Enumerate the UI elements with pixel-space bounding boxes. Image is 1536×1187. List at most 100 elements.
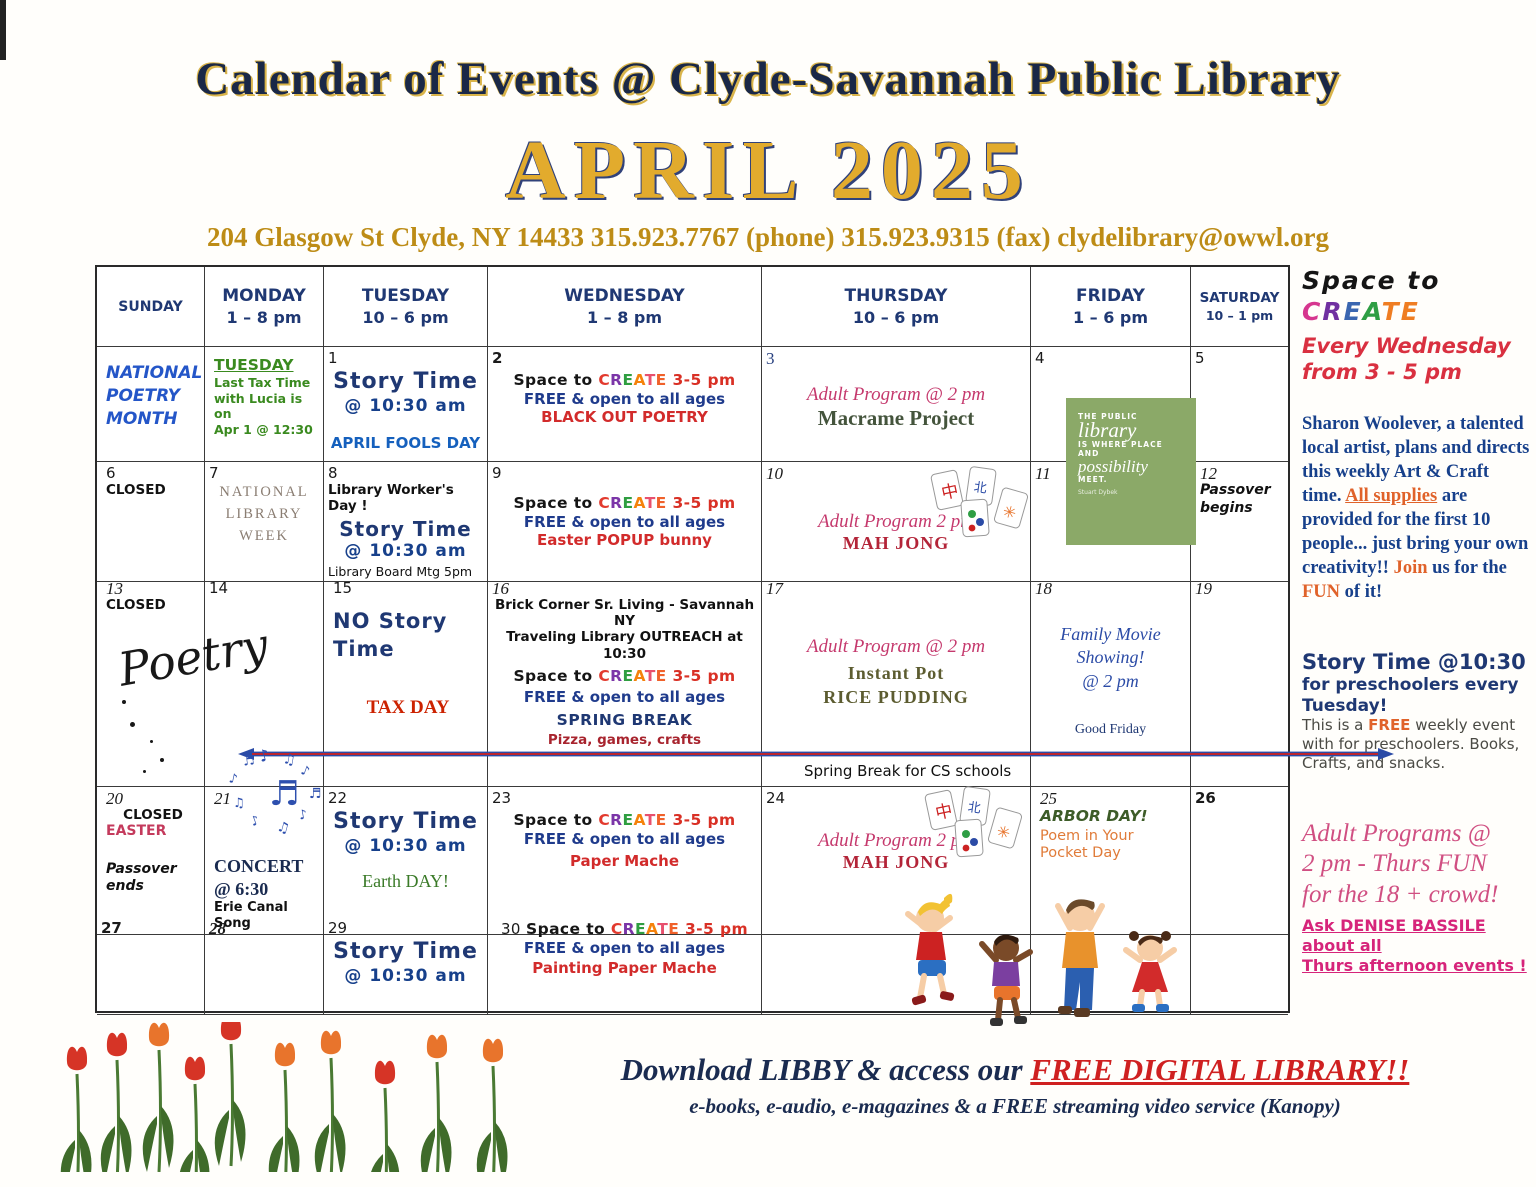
digital-services-line: e-books, e-audio, e-magazines & a FREE s… (689, 1094, 1341, 1118)
day-hours: 10 – 6 pm (362, 308, 449, 327)
text-segment: SPRING BREAK (556, 710, 693, 729)
text-segment: C (598, 666, 611, 685)
svg-text:✳: ✳ (994, 821, 1012, 843)
ink-splatter (150, 740, 153, 743)
event-line: FREE & open to all ages (492, 830, 757, 848)
event-line: 30 Space to CREATE 3-5 pm (492, 920, 757, 939)
calendar-cell (1191, 917, 1288, 1015)
spring-break-arrow (238, 748, 1394, 760)
music-note-glyph: ♬ (242, 753, 256, 770)
text-segment: Painting Paper Mache (532, 959, 717, 978)
event-line: with Lucia is on (214, 391, 319, 422)
text-segment: E (655, 494, 667, 512)
calendar-cell-10: 10 Adult Program 2 pm MAH JONG (762, 462, 1031, 583)
text-segment: E (655, 371, 667, 389)
text-segment: FUN (1302, 581, 1341, 602)
sidebar-block-storytime: Story Time @10:30 for preschoolers every T… (1302, 650, 1530, 773)
day-number: 15 (333, 579, 353, 597)
event-line: Adult Program 2 pm (766, 829, 1026, 852)
text-segment: NATIONAL (219, 484, 309, 500)
calendar-cell (1031, 917, 1191, 1015)
day-hours: 1 – 8 pm (586, 308, 663, 327)
text-segment: E (655, 666, 667, 685)
day-hours: 1 – 6 pm (1072, 308, 1149, 327)
event-line: EASTER (106, 823, 200, 840)
event-line: Sharon Woolever, a talented local artist… (1302, 412, 1530, 604)
event-line: Space to CREATE 3-5 pm (492, 371, 757, 390)
tulips-illustration (60, 1022, 508, 1172)
text-segment: T (644, 371, 656, 389)
text-segment: T (644, 811, 656, 829)
svg-text:中: 中 (934, 801, 955, 824)
event-line: Last Tax Time (214, 375, 319, 391)
text-segment: T (657, 920, 669, 938)
text-segment: Thurs afternoon events ! (1302, 956, 1527, 976)
text-segment: E (635, 920, 647, 938)
calendar-week-row: 27 28 29 Story Time @ 10:30 am 30 Space to CR… (97, 917, 1288, 1015)
event-line: TUESDAY (214, 356, 319, 375)
day-number: 29 (328, 919, 348, 937)
event-line: Traveling Library OUTREACH at 10:30 (492, 629, 757, 661)
calendar-cell (762, 917, 1031, 1015)
text-segment: are provided for the first 10 people... … (1302, 485, 1529, 578)
quote-line: MEET. (1078, 474, 1108, 484)
event-line: Every Wednesday (1302, 333, 1530, 359)
text-segment: CLOSED (106, 482, 166, 498)
day-hours: 10 – 6 pm (852, 308, 940, 327)
text-segment: FREE & open to all ages (523, 389, 726, 408)
music-note-glyph: ♬ (269, 774, 300, 814)
calendar-week-row: 13 CLOSED 14 15 NO Story Time TAX DAY 16 Brick C… (97, 577, 1288, 787)
text-segment: with Lucia is on (214, 390, 303, 422)
text-segment: C (1302, 296, 1323, 326)
text-segment: Paper Mache (569, 852, 680, 871)
kids-illustration (905, 893, 1177, 1026)
text-segment: TUESDAY (214, 356, 294, 374)
day-number: 3 (766, 349, 775, 368)
calendar-cell: 30 Space to CREATE 3-5 pm FREE & open to … (488, 917, 762, 1015)
event-line: Earth DAY! (328, 871, 483, 893)
text-segment: FREE & open to all ages (523, 829, 726, 848)
day-number: 12 (1200, 464, 1217, 483)
event-line: @ 10:30 am (328, 396, 483, 417)
day-number: 21 (214, 789, 231, 808)
ink-splatter (143, 770, 146, 773)
day-name: SATURDAY (1199, 290, 1280, 306)
calendar-cell-13: 13 CLOSED (97, 577, 205, 787)
event-line: FREE & open to all ages (492, 390, 757, 408)
contact-line: 204 Glasgow St Clyde, NY 14433 315.923.7… (206, 222, 1330, 252)
event-line: for the 18 + crowd! (1302, 880, 1530, 911)
text-segment: Family Movie (1060, 624, 1161, 644)
day-number: 9 (492, 464, 502, 482)
calendar-cell-28: 28 (205, 917, 324, 1015)
text-segment: 3-5 pm (679, 920, 749, 938)
sidebar-block-sharon: Sharon Woolever, a talented local artist… (1302, 412, 1530, 604)
text-segment: This is a (1302, 716, 1369, 735)
event-line: FREE & open to all ages (492, 688, 757, 706)
day-hours: 10 – 1 pm (1205, 308, 1274, 323)
calendar-cell: NATIONAL POETRY MONTH (97, 347, 205, 462)
text-segment: Story Time @10:30 (1302, 649, 1526, 674)
event-line: Library Worker's Day ! (328, 482, 483, 515)
event-line: CONCERT (214, 855, 319, 878)
event-line: CLOSED (106, 807, 200, 823)
text-segment: E (622, 494, 634, 512)
text-segment: Sharon Woolever, a talented local artist… (1302, 413, 1530, 506)
event-line: Poem in Your (1040, 828, 1186, 845)
event-line: Adult Programs @ (1302, 819, 1530, 850)
text-segment: Traveling Library OUTREACH at 10:30 (506, 629, 743, 662)
calendar-cell-3: 3 Adult Program @ 2 pm Macrame Project (762, 347, 1031, 462)
event-line: ARBOR DAY! (1040, 807, 1186, 826)
event-line: Apr 1 @ 12:30 (214, 422, 319, 438)
day-number: 20 (106, 789, 123, 808)
day-header-sunday: SUNDAY (97, 267, 205, 347)
day-number: 6 (106, 464, 116, 482)
calendar-cell-20: 20 CLOSED EASTER Passover ends (97, 787, 205, 935)
quote-line: library (1078, 418, 1137, 442)
calendar-body: NATIONAL POETRY MONTH TUESDAY Last Tax Time w… (97, 347, 1288, 1015)
text-segment: EASTER (106, 823, 167, 840)
text-segment: ARBOR DAY! (1040, 807, 1148, 825)
text-segment: Space to (1302, 266, 1441, 295)
day-header-monday: MONDAY 1 – 8 pm (205, 267, 324, 347)
day-header-wednesday: WEDNESDAY 1 – 8 pm (488, 267, 762, 347)
